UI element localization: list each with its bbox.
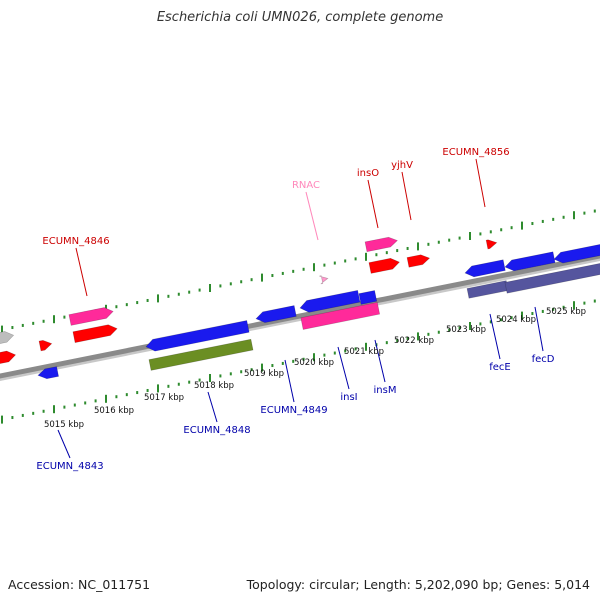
gene-label[interactable]: fecE [489, 362, 511, 373]
scale-label: 5025 kbp [546, 307, 586, 317]
label-leader-line [489, 313, 501, 360]
label-leader-line [57, 429, 71, 459]
scale-label: 5020 kbp [294, 358, 334, 368]
scale-label: 5019 kbp [244, 369, 284, 379]
gene-label[interactable]: insM [374, 385, 397, 396]
label-leader-line [284, 359, 295, 403]
label-leader-line [534, 306, 544, 352]
gene-ECUMN_4856-red[interactable] [485, 238, 498, 250]
backbone-line [0, 253, 600, 379]
gene-fec-slate-2[interactable] [504, 262, 600, 294]
gene-ECUMN_4848-blue[interactable] [145, 320, 250, 353]
label-leader-line [305, 191, 319, 241]
gene-label[interactable]: yjhV [391, 160, 413, 171]
label-leader-line [475, 158, 486, 208]
gene-red-partial[interactable] [0, 349, 17, 365]
scale-labels: 5015 kbp 5016 kbp 5017 kbp 5018 kbp 5019 kbp… [44, 307, 586, 430]
scale-label: 5022 kbp [394, 336, 434, 346]
genome-backbone [0, 253, 600, 382]
gene-ECUMN_4846-red[interactable] [72, 323, 118, 343]
gene-label[interactable]: ECUMN_4849 [260, 405, 327, 416]
label-leader-line [75, 247, 88, 297]
scale-label: 5024 kbp [496, 315, 536, 325]
scale-label: 5016 kbp [94, 406, 134, 416]
gene-label[interactable]: insI [340, 392, 357, 403]
label-leader-line [337, 346, 350, 390]
gene-red-small[interactable] [38, 339, 53, 352]
gene-insO-pink[interactable] [364, 236, 398, 253]
gene-label[interactable]: ECUMN_4846 [42, 236, 109, 247]
gene-ECUMN_4849-blue[interactable] [255, 305, 297, 325]
gene-insO-red[interactable] [368, 257, 401, 274]
label-leader-line [401, 171, 412, 221]
scale-label: 5023 kbp [446, 325, 486, 335]
gene-features [0, 236, 600, 381]
gene-insI-pink[interactable] [300, 302, 381, 330]
gene-right-blue[interactable] [553, 243, 600, 265]
accession-text: Accession: NC_011751 [8, 577, 151, 592]
gene-label[interactable]: ECUMN_4843 [36, 461, 103, 472]
gene-label[interactable]: ECUMN_4856 [442, 147, 509, 158]
scale-label: 5015 kbp [44, 420, 84, 430]
gene-label[interactable]: ECUMN_4848 [183, 425, 250, 436]
gene-label[interactable]: insO [357, 168, 379, 179]
label-leader-line [367, 179, 379, 229]
label-leader-line [374, 339, 386, 383]
gene-yjhV-red[interactable] [406, 253, 431, 268]
gene-ECUMN_4848-olive[interactable] [148, 338, 254, 371]
gene-grey-partial[interactable] [0, 330, 15, 345]
gene-blue-small[interactable] [37, 366, 59, 381]
gene-ECUMN_4846-pink[interactable] [68, 306, 114, 326]
gene-label[interactable]: fecD [532, 354, 555, 365]
genome-summary-text: Topology: circular; Length: 5,202,090 bp… [246, 577, 590, 592]
scale-label: 5021 kbp [344, 347, 384, 357]
gene-fecE-blue[interactable] [464, 259, 506, 279]
scale-label: 5018 kbp [194, 381, 234, 391]
gene-insM-blue[interactable] [358, 290, 378, 305]
rna-RNAC[interactable] [319, 275, 329, 285]
gene-insI-blue[interactable] [299, 289, 361, 314]
gene-label[interactable]: RNAC [292, 180, 320, 191]
label-leader-line [207, 391, 218, 423]
gene-fecD-blue[interactable] [504, 251, 556, 273]
gene-labels: ECUMN_4846 RNAC insO yjhV ECUMN_4856 ECUMN_48… [36, 147, 554, 472]
scale-label: 5017 kbp [144, 393, 184, 403]
map-title: Escherichia coli UMN026, complete genome [156, 10, 444, 25]
